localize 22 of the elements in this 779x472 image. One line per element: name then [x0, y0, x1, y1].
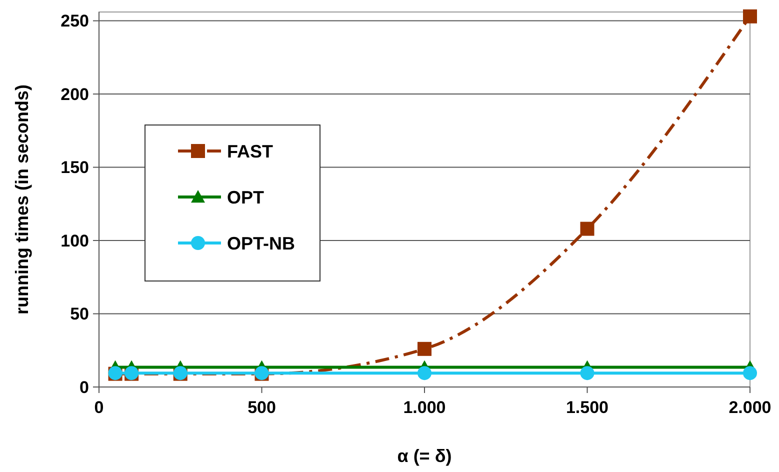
y-tick-label: 250: [60, 12, 89, 31]
x-tick-label: 2.000: [728, 398, 772, 417]
y-tick-label: 0: [80, 378, 89, 397]
x-tick-label: 500: [248, 398, 276, 417]
point: [580, 366, 594, 380]
x-tick-label: 1.500: [566, 398, 609, 417]
y-tick-label: 50: [70, 304, 89, 324]
point: [580, 222, 594, 236]
legend-label: FAST: [227, 141, 274, 162]
y-tick-label: 150: [60, 158, 89, 178]
point: [418, 342, 432, 356]
point: [743, 9, 757, 24]
y-tick-label: 100: [60, 231, 89, 250]
x-tick-label: 0: [94, 398, 104, 417]
legend-label: OPT-NB: [227, 233, 296, 254]
point: [418, 366, 432, 380]
x-axis-title: α (= δ): [397, 446, 452, 466]
x-tick-label: 1.000: [403, 398, 446, 417]
legend-label: OPT: [227, 187, 264, 208]
y-tick-label: 200: [60, 84, 89, 104]
y-axis-title: running times (in seconds): [12, 84, 32, 315]
point: [743, 366, 757, 380]
